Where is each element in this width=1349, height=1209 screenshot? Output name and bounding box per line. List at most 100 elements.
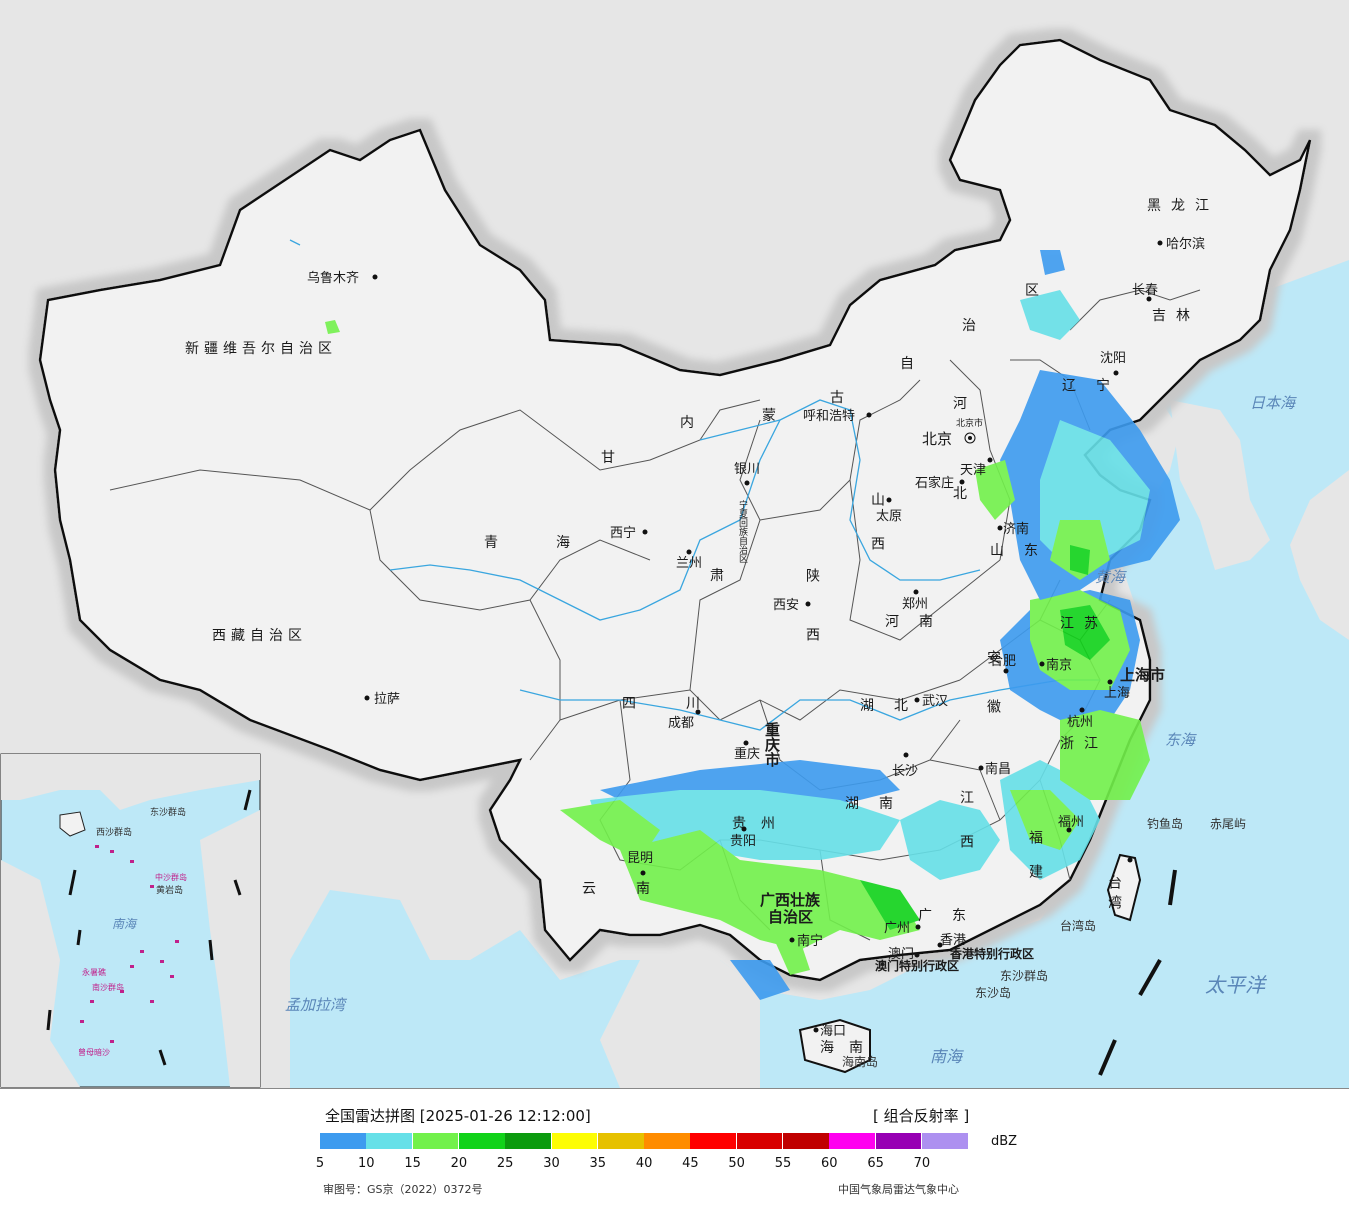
product-name: [ 组合反射率 ] xyxy=(873,1107,970,1125)
region-ningxia: 宁夏回族自治区 xyxy=(737,499,748,563)
scale-tick-label: 50 xyxy=(728,1156,745,1171)
city-hohhot: 呼和浩特 xyxy=(803,409,872,424)
region-henan: 河南 xyxy=(885,614,953,630)
svg-text:澳门: 澳门 xyxy=(888,946,914,962)
region-taiwan: 台湾 xyxy=(1106,875,1122,915)
city-chengdu: 成都 xyxy=(668,709,701,731)
color-swatch xyxy=(551,1133,598,1149)
inset-label-zhongsha: 中沙群岛 xyxy=(155,872,187,882)
scale-tick-label: 10 xyxy=(358,1156,375,1171)
city-kunming: 昆明 xyxy=(627,851,653,876)
svg-text:乌鲁木齐: 乌鲁木齐 xyxy=(307,270,359,286)
rivers xyxy=(289,239,1100,731)
color-swatch xyxy=(736,1133,783,1149)
region-gansu: 甘 xyxy=(601,450,615,466)
region-hunan: 湖南 xyxy=(845,796,913,812)
color-swatch xyxy=(783,1133,829,1149)
region-liaoning: 辽宁 xyxy=(1062,377,1130,394)
svg-text:石家庄: 石家庄 xyxy=(915,475,954,491)
island-diaoyu: 钓鱼岛 xyxy=(1147,816,1183,831)
region-chongqing: 重庆市 xyxy=(763,721,781,768)
sea-label-south: 南海 xyxy=(930,1047,964,1066)
radar-map: 西沙群岛 中沙群岛 南沙群岛 南海 东沙群岛 黄岩岛 永暑礁 曾母暗沙 日本海 … xyxy=(0,0,1349,1088)
se-asia-land xyxy=(600,960,760,1088)
scale-tick-label: 20 xyxy=(450,1156,468,1171)
city-jinan: 济南 xyxy=(997,521,1029,537)
city-tianjin: 天津 xyxy=(960,457,993,478)
svg-text:西安: 西安 xyxy=(773,598,799,613)
scale-tick-label: 15 xyxy=(404,1156,421,1171)
city-yinchuan: 银川 xyxy=(734,462,760,486)
region-hainan: 海南 xyxy=(820,1040,878,1056)
scale-tick-label: 65 xyxy=(867,1156,884,1171)
scale-tick-label: 35 xyxy=(589,1156,607,1171)
city-zhengzhou: 郑州 xyxy=(902,589,928,612)
city-shijiazhuang: 石家庄 xyxy=(915,475,965,491)
svg-text:南京: 南京 xyxy=(1046,657,1072,673)
svg-text:海口: 海口 xyxy=(820,1024,846,1039)
region-nmg-d: 自 xyxy=(900,356,914,372)
city-hongkong: 香港 xyxy=(937,933,966,948)
scale-tick-label: 55 xyxy=(774,1156,792,1171)
city-shenyang: 沈阳 xyxy=(1100,351,1126,376)
region-nmg-e: 治 xyxy=(962,318,976,334)
scale-tick-label: 40 xyxy=(635,1156,653,1171)
region-macau: 澳门特别行政区 xyxy=(875,958,959,973)
svg-text:上海: 上海 xyxy=(1104,686,1130,701)
svg-text:哈尔滨: 哈尔滨 xyxy=(1166,236,1205,252)
city-xining: 西宁 xyxy=(610,525,648,541)
region-jiangsu: 江苏 xyxy=(1060,616,1108,632)
svg-text:福州: 福州 xyxy=(1058,815,1084,830)
region-xizang: 西藏自治区 xyxy=(212,628,307,644)
region-guangxi-a: 广西壮族 xyxy=(760,891,821,909)
sea-label-pacific: 太平洋 xyxy=(1205,973,1267,997)
hainan-island xyxy=(798,1018,871,1074)
svg-text:兰州: 兰州 xyxy=(676,556,702,571)
svg-text:济南: 济南 xyxy=(1003,521,1029,537)
island-hainan: 海南岛 xyxy=(842,1054,878,1069)
svg-text:昆明: 昆明 xyxy=(627,851,653,866)
city-nanjing: 南京 xyxy=(1039,657,1072,673)
svg-text:南宁: 南宁 xyxy=(797,933,823,949)
region-shanghai: 上海市 xyxy=(1120,666,1165,684)
color-swatch xyxy=(875,1133,922,1149)
region-guizhou: 贵州 xyxy=(732,816,790,832)
svg-text:银川: 银川 xyxy=(734,462,760,477)
color-swatch xyxy=(644,1133,690,1149)
region-hebei-a: 河 xyxy=(953,396,967,412)
inset-label-xisha: 西沙群岛 xyxy=(96,826,132,838)
color-swatch xyxy=(458,1133,505,1149)
city-macau: 澳门 xyxy=(888,946,920,962)
city-lanzhou: 兰州 xyxy=(676,549,702,571)
region-jilin: 吉林 xyxy=(1152,308,1200,324)
region-nmg-b: 蒙 xyxy=(762,408,776,424)
region-labels: 新疆维吾尔自治区 西藏自治区 青 海 甘 肃 内 蒙 古 自 治 区 黑龙江 吉… xyxy=(185,198,1209,1056)
city-wuhan: 武汉 xyxy=(914,694,948,709)
svg-text:沈阳: 沈阳 xyxy=(1100,351,1126,366)
region-xinjiang: 新疆维吾尔自治区 xyxy=(185,341,337,357)
city-urumqi: 乌鲁木齐 xyxy=(307,270,378,286)
scale-tick-label: 30 xyxy=(543,1156,560,1171)
svg-text:武汉: 武汉 xyxy=(922,694,948,709)
inset-label-nanhai: 南海 xyxy=(112,917,138,931)
region-zhejiang: 浙江 xyxy=(1060,736,1108,752)
scale-tick-label: 5 xyxy=(315,1156,325,1171)
sea-label-yellow: 黄海 xyxy=(1095,568,1127,586)
city-taipei: 台北 xyxy=(1127,857,1133,863)
scale-tick-label: 45 xyxy=(682,1156,699,1171)
svg-text:西宁: 西宁 xyxy=(610,525,636,541)
inset-label-yongshu: 永暑礁 xyxy=(82,967,106,977)
radar-echoes xyxy=(325,250,1180,1000)
city-xian: 西安 xyxy=(773,598,811,613)
sea-label-east: 东海 xyxy=(1165,731,1197,749)
south-china-sea-inset: 西沙群岛 中沙群岛 南沙群岛 南海 东沙群岛 黄岩岛 永暑礁 曾母暗沙 xyxy=(0,753,261,1088)
region-sichuan: 四川 xyxy=(622,696,750,712)
svg-text:长春: 长春 xyxy=(1132,283,1158,298)
color-swatch xyxy=(505,1133,551,1149)
nine-dash-line xyxy=(1098,869,1177,1076)
island-taiwan: 台湾岛 xyxy=(1060,918,1096,933)
svg-text:北京市: 北京市 xyxy=(956,417,983,429)
svg-text:南昌: 南昌 xyxy=(985,761,1011,777)
region-hebei-b: 北 xyxy=(953,486,967,502)
